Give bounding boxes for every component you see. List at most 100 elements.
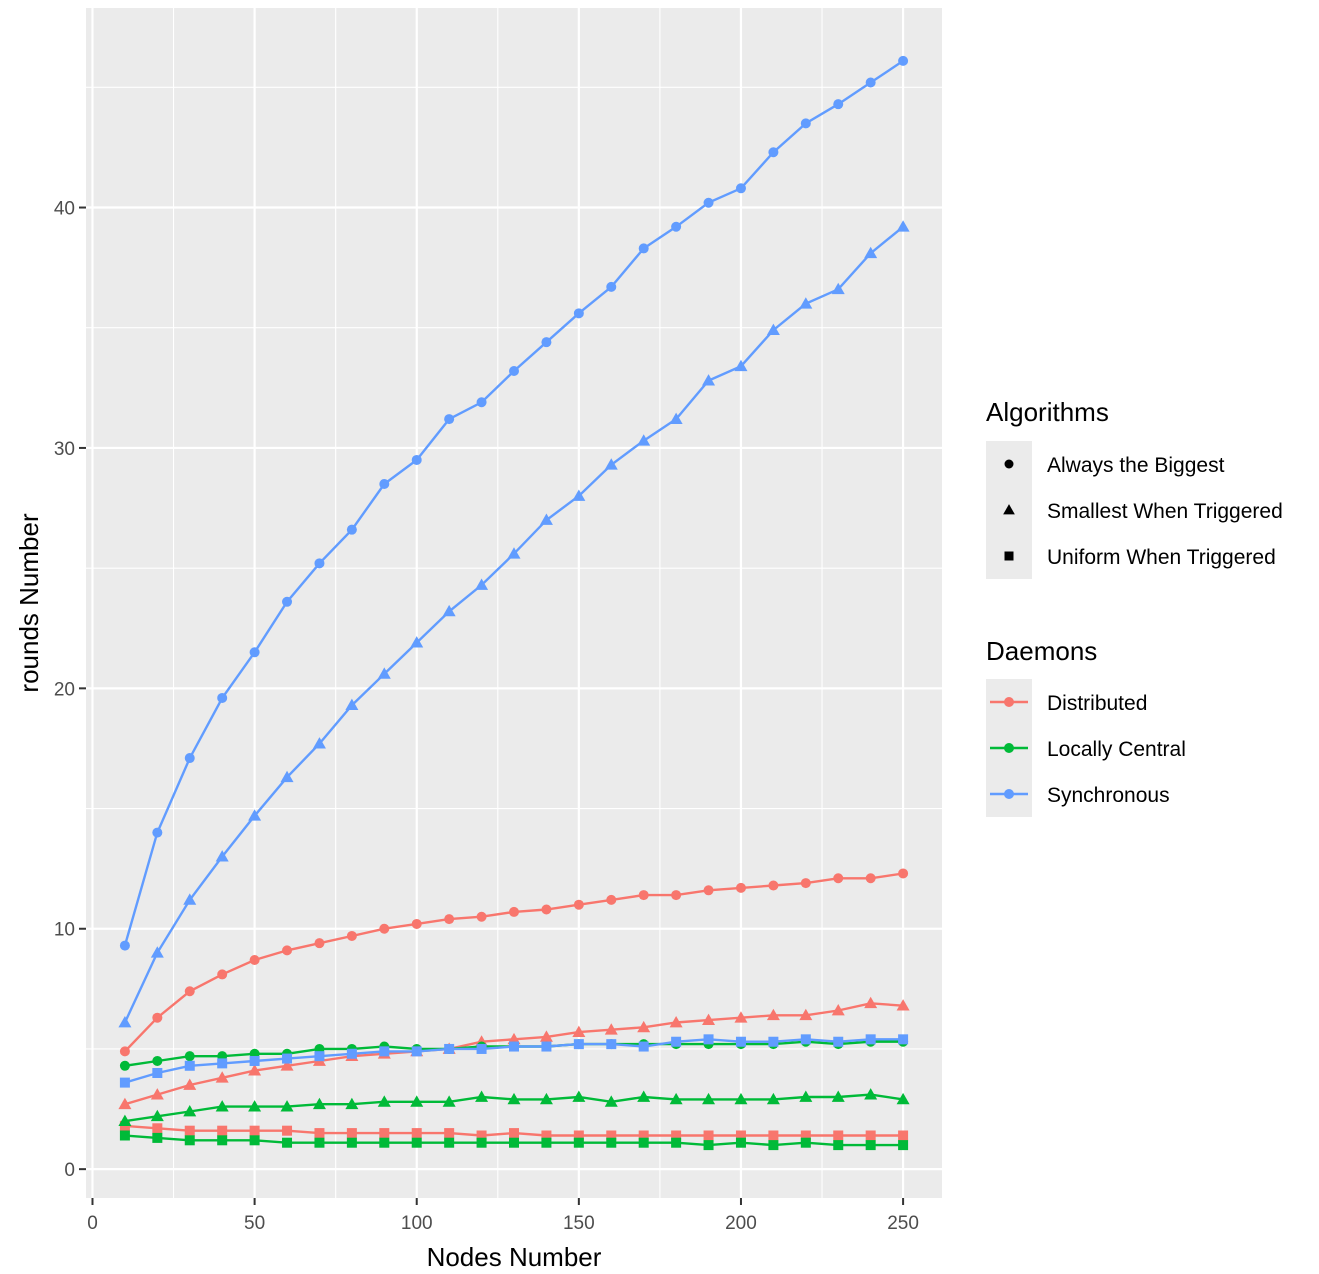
- data-point: [250, 955, 260, 965]
- data-point: [282, 945, 292, 955]
- data-point: [347, 1138, 357, 1148]
- data-point: [833, 1140, 843, 1150]
- data-point: [379, 1046, 389, 1056]
- data-point: [217, 969, 227, 979]
- data-point: [639, 1138, 649, 1148]
- data-point: [801, 878, 811, 888]
- data-point: [768, 147, 778, 157]
- data-point: [185, 1051, 195, 1061]
- data-point: [704, 1130, 714, 1140]
- data-point: [379, 1128, 389, 1138]
- data-point: [736, 883, 746, 893]
- data-point: [282, 597, 292, 607]
- data-point: [833, 1037, 843, 1047]
- data-point: [671, 890, 681, 900]
- data-point: [639, 1042, 649, 1052]
- data-point: [185, 753, 195, 763]
- y-axis-title: rounds Number: [14, 513, 44, 693]
- data-point: [217, 693, 227, 703]
- data-point: [120, 1130, 130, 1140]
- data-point: [120, 1078, 130, 1088]
- data-point: [541, 1138, 551, 1148]
- data-point: [898, 56, 908, 66]
- data-point: [574, 1039, 584, 1049]
- data-point: [152, 1056, 162, 1066]
- legend-algorithms-label: Always the Biggest: [1047, 454, 1225, 477]
- data-point: [671, 1138, 681, 1148]
- y-tick-label: 0: [64, 1160, 75, 1181]
- x-tick-label: 50: [244, 1213, 265, 1234]
- data-point: [574, 308, 584, 318]
- data-point: [412, 1138, 422, 1148]
- data-point: [541, 905, 551, 915]
- x-tick-label: 150: [563, 1213, 595, 1234]
- data-point: [509, 1138, 519, 1148]
- data-point: [574, 900, 584, 910]
- legend-daemons-label: Locally Central: [1047, 738, 1186, 761]
- data-point: [444, 914, 454, 924]
- data-point: [185, 986, 195, 996]
- legend-daemons-label: Distributed: [1047, 692, 1147, 715]
- data-point: [379, 1138, 389, 1148]
- data-point: [347, 525, 357, 535]
- data-point: [379, 924, 389, 934]
- data-point: [379, 479, 389, 489]
- x-tick-label: 0: [87, 1213, 98, 1234]
- data-point: [477, 1138, 487, 1148]
- data-point: [314, 558, 324, 568]
- data-point: [477, 397, 487, 407]
- data-point: [250, 1126, 260, 1136]
- legend-algorithms-label: Smallest When Triggered: [1047, 500, 1283, 523]
- data-point: [639, 243, 649, 253]
- data-point: [444, 1044, 454, 1054]
- legend-daemons-items: Distributed Locally Central Synchronous: [986, 679, 1186, 817]
- data-point: [736, 1138, 746, 1148]
- data-point: [898, 1140, 908, 1150]
- data-point: [509, 366, 519, 376]
- x-tick-label: 200: [725, 1213, 757, 1234]
- legend-algorithms-items: Always the Biggest Smallest When Triggere…: [986, 441, 1283, 579]
- data-point: [185, 1135, 195, 1145]
- data-point: [152, 828, 162, 838]
- data-point: [347, 1128, 357, 1138]
- x-tick-label: 100: [401, 1213, 433, 1234]
- data-point: [704, 1034, 714, 1044]
- data-point: [314, 938, 324, 948]
- data-point: [768, 1037, 778, 1047]
- data-point: [671, 222, 681, 232]
- data-point: [152, 1123, 162, 1133]
- data-point: [574, 1138, 584, 1148]
- data-point: [801, 118, 811, 128]
- data-point: [833, 99, 843, 109]
- data-point: [217, 1135, 227, 1145]
- data-point: [606, 1138, 616, 1148]
- legend-key-circle: [1005, 460, 1014, 469]
- data-point: [217, 1058, 227, 1068]
- data-point: [606, 282, 616, 292]
- data-point: [314, 1138, 324, 1148]
- data-point: [282, 1126, 292, 1136]
- panel-background: [86, 8, 942, 1198]
- legend-key-point: [1004, 697, 1014, 707]
- data-point: [185, 1061, 195, 1071]
- data-point: [412, 1128, 422, 1138]
- data-point: [347, 931, 357, 941]
- data-point: [412, 1046, 422, 1056]
- data-point: [509, 1042, 519, 1052]
- data-point: [152, 1133, 162, 1143]
- legend-daemons-label: Synchronous: [1047, 784, 1170, 807]
- data-point: [768, 1130, 778, 1140]
- legend-key-point: [1004, 789, 1014, 799]
- data-point: [898, 1034, 908, 1044]
- y-tick-label: 20: [54, 679, 75, 700]
- data-point: [704, 198, 714, 208]
- data-point: [866, 1034, 876, 1044]
- legend-algorithms-label: Uniform When Triggered: [1047, 546, 1276, 569]
- y-tick-label: 30: [54, 439, 75, 460]
- data-point: [412, 919, 422, 929]
- data-point: [606, 1039, 616, 1049]
- data-point: [704, 1140, 714, 1150]
- data-point: [768, 1140, 778, 1150]
- legend-key-square: [1005, 552, 1014, 561]
